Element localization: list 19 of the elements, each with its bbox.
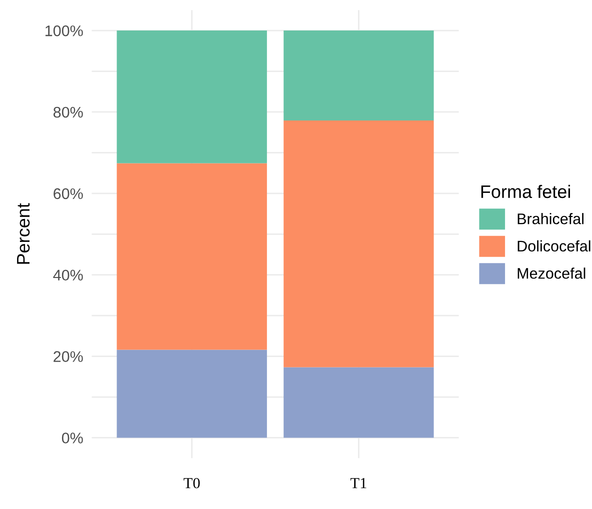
legend-label: Mezocefal <box>518 268 586 279</box>
y-tick-label: 80% <box>54 106 83 118</box>
bar <box>284 120 434 368</box>
y-axis-title: Percent <box>17 203 30 264</box>
x-tick-label: T1 <box>350 478 366 488</box>
bar <box>284 367 434 438</box>
bar <box>116 163 267 350</box>
y-tick-label: 20% <box>54 351 83 362</box>
legend-label: Brahicefal <box>518 213 584 224</box>
legend-label: Dolicocefal <box>518 240 590 252</box>
x-tick-label: T0 <box>184 478 200 488</box>
legend-title: Forma fetei <box>481 184 570 198</box>
bar <box>284 30 434 121</box>
y-tick-label: 100% <box>46 25 83 36</box>
bar <box>116 350 267 438</box>
bar <box>116 30 267 164</box>
y-tick-label: 40% <box>53 270 83 281</box>
y-tick-label: 0% <box>62 432 83 444</box>
y-tick-label: 60% <box>54 188 83 200</box>
